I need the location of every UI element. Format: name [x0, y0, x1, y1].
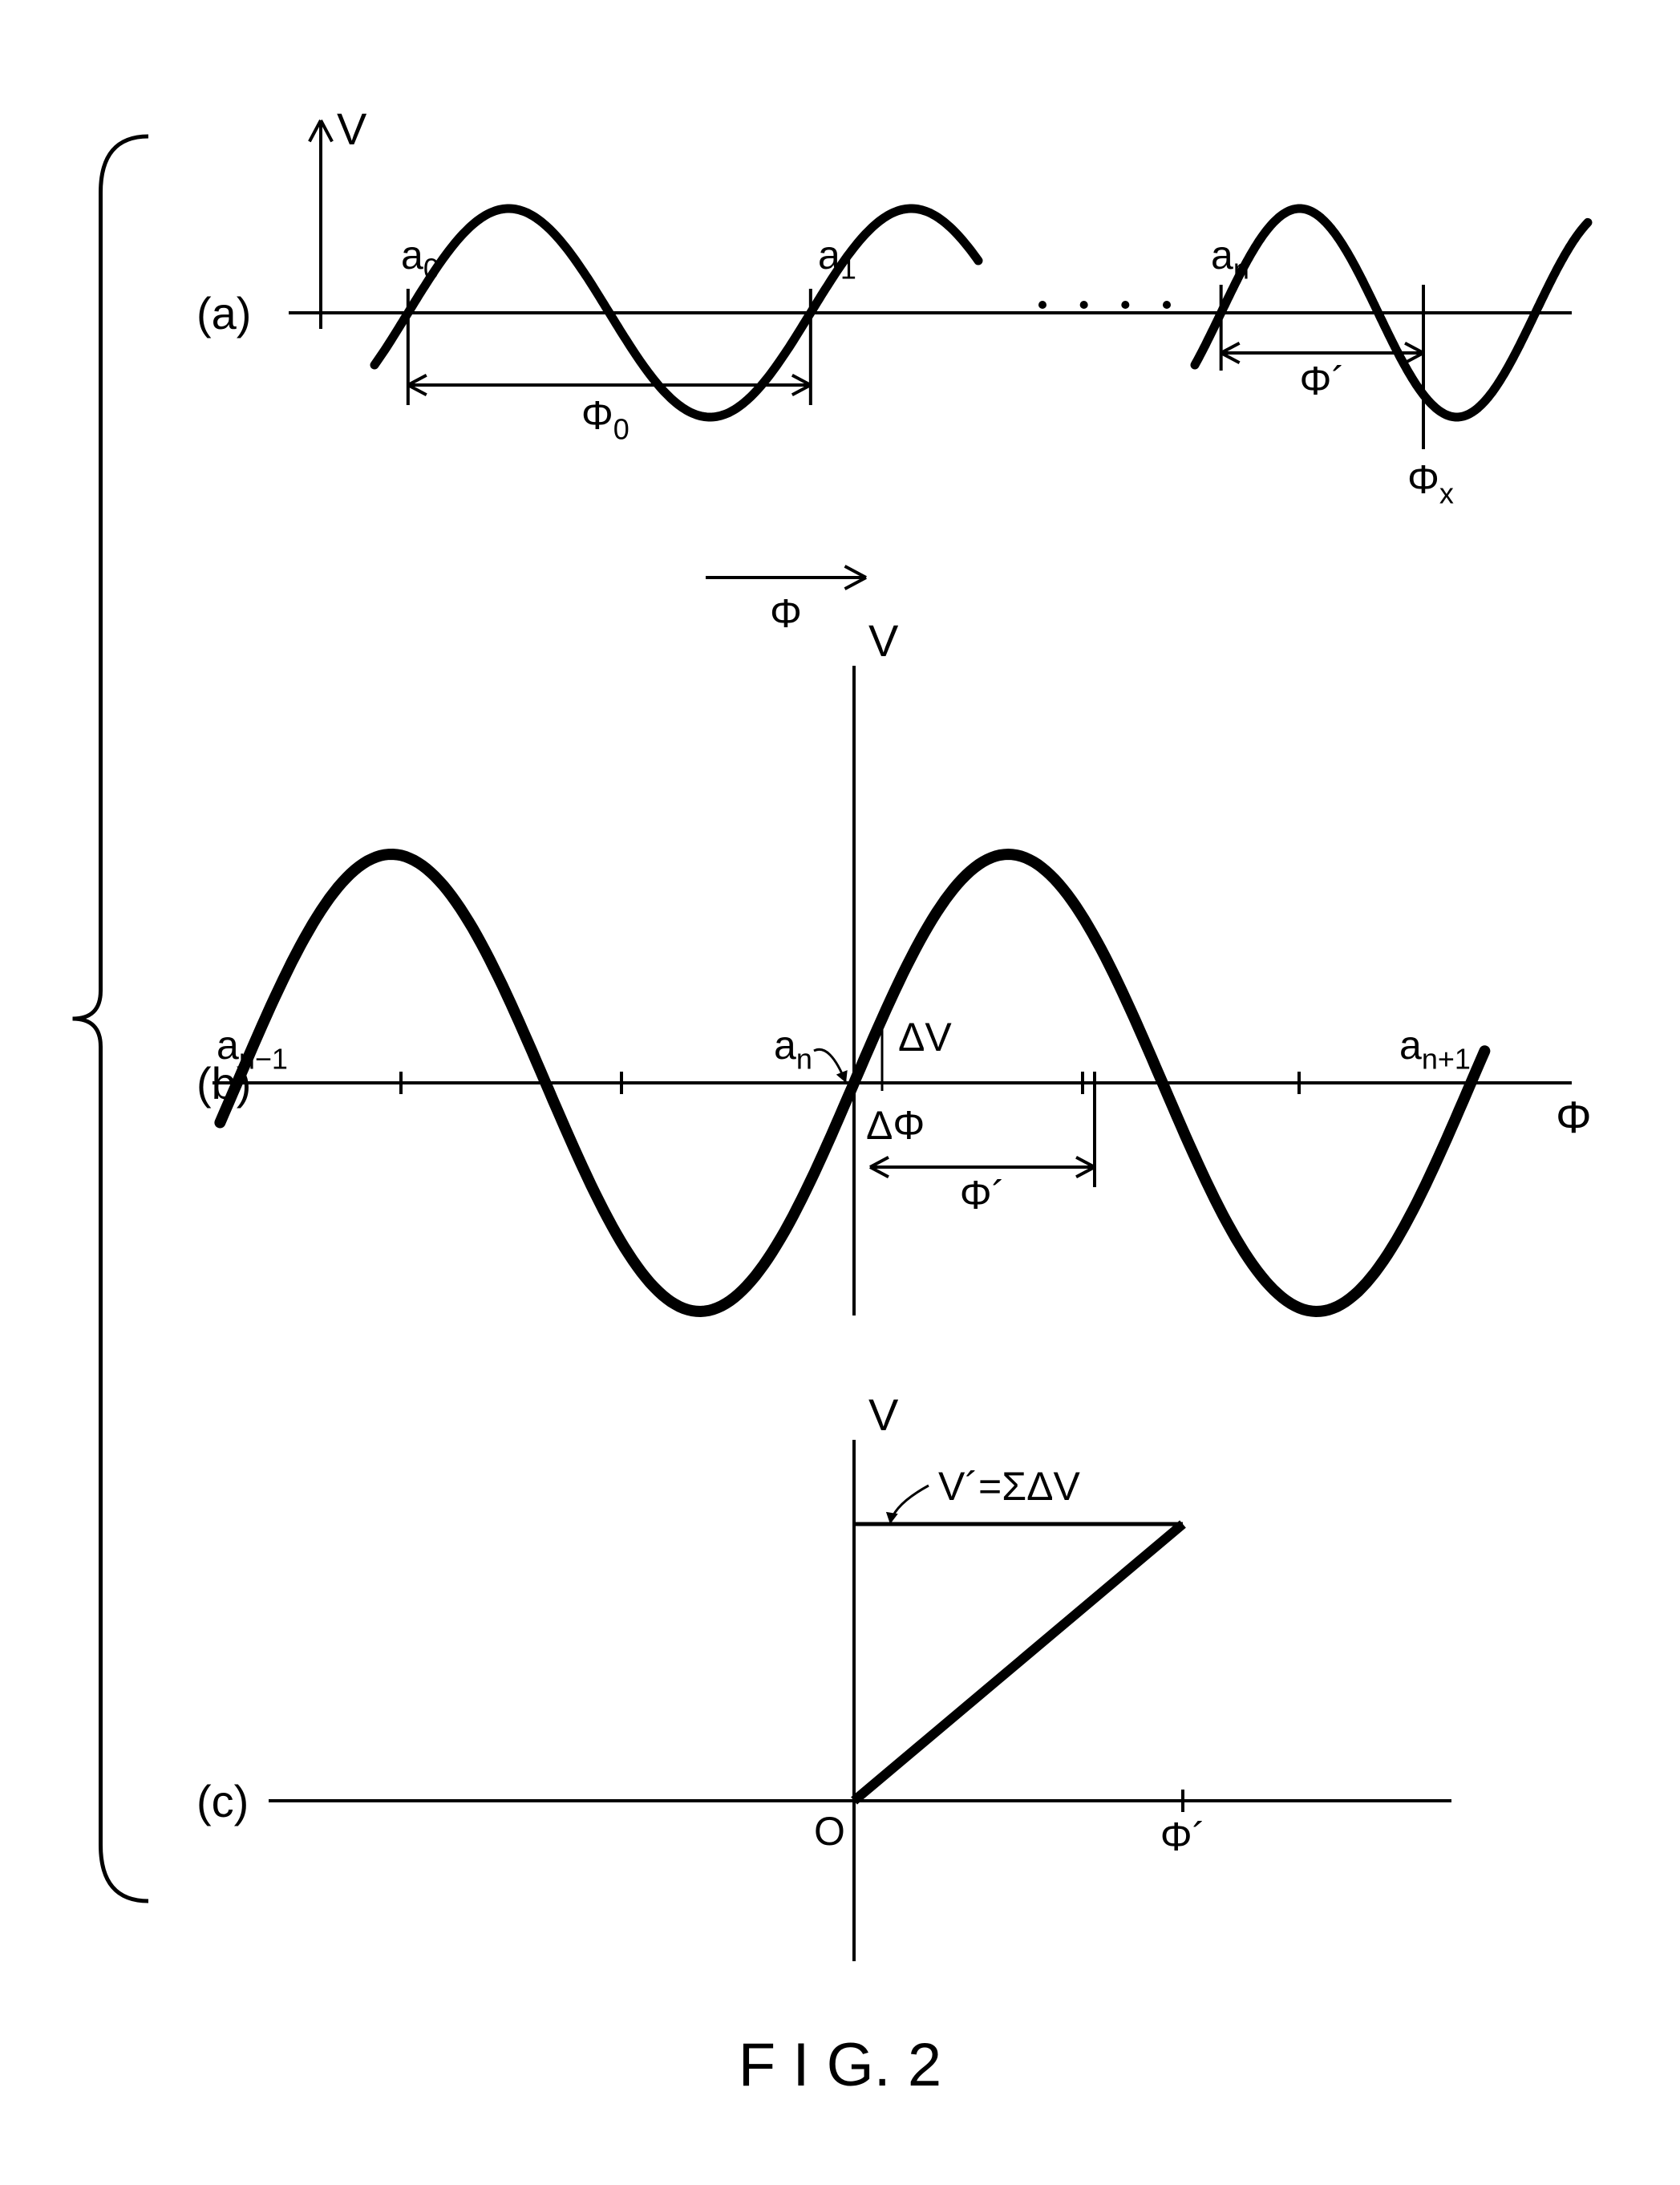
svg-text:an: an: [774, 1023, 812, 1076]
svg-text:V: V: [868, 1389, 899, 1440]
svg-text:V´=ΣΔV: V´=ΣΔV: [938, 1464, 1081, 1509]
svg-text:Φ´: Φ´: [1160, 1814, 1206, 1859]
brace: [73, 136, 149, 1901]
svg-text:ΔΦ: ΔΦ: [866, 1103, 925, 1148]
svg-text:ΔV: ΔV: [898, 1015, 952, 1060]
svg-text:Φ0: Φ0: [581, 393, 629, 446]
svg-text:Φ´: Φ´: [1300, 359, 1346, 403]
svg-text:Φ: Φ: [770, 591, 802, 636]
svg-text:a1: a1: [818, 233, 856, 286]
v-axis-label: V: [337, 103, 367, 154]
svg-text:(c): (c): [196, 1776, 249, 1826]
ellipsis-dot: [1163, 301, 1171, 309]
svg-text:an: an: [1211, 233, 1249, 286]
svg-text:a0: a0: [401, 233, 439, 286]
panel-c: V O (c) Φ´ V´=ΣΔV: [196, 1389, 1451, 1961]
svg-text:an−1: an−1: [217, 1023, 288, 1076]
ellipsis-dot: [1121, 301, 1129, 309]
svg-text:Φ´: Φ´: [960, 1173, 1006, 1218]
panel-label-a: (a): [196, 288, 251, 338]
svg-text:an+1: an+1: [1399, 1023, 1471, 1076]
figure-caption: F I G. 2: [739, 2031, 941, 2099]
ellipsis-dot: [1038, 301, 1046, 309]
svg-text:O: O: [814, 1809, 845, 1854]
svg-text:Φ: Φ: [1556, 1092, 1592, 1142]
svg-text:V: V: [868, 615, 899, 666]
ellipsis-dot: [1080, 301, 1088, 309]
svg-text:Φx: Φx: [1407, 457, 1454, 510]
panel-b: VΦ(b)an−1an+1anΔVΔΦΦ´: [196, 615, 1592, 1315]
panel-a: V (a) a0 a1 an Φ0 Φ´ Φx Φ: [196, 103, 1588, 636]
